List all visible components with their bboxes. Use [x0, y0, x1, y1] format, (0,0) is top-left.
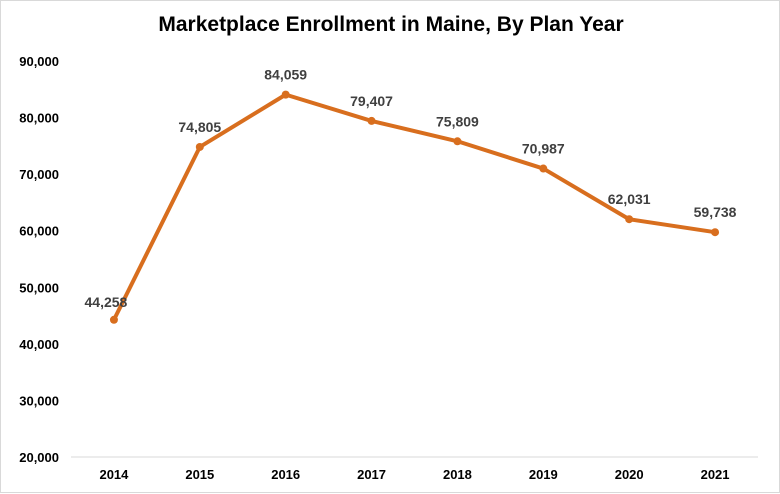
data-label: 44,258 [85, 294, 128, 310]
data-point [195, 142, 204, 151]
data-label: 59,738 [694, 204, 737, 220]
chart-title: Marketplace Enrollment in Maine, By Plan… [158, 13, 624, 36]
x-tick-label: 2018 [443, 467, 472, 482]
y-tick-label: 90,000 [19, 54, 59, 69]
y-axis: 20,000 30,000 40,000 50,000 60,000 70,000 80,0… [19, 54, 59, 465]
data-label: 74,805 [178, 119, 221, 135]
data-label: 70,987 [522, 141, 565, 157]
data-label: 75,809 [436, 113, 479, 129]
data-point [625, 215, 634, 224]
data-point [281, 90, 290, 99]
y-tick-label: 50,000 [19, 280, 59, 295]
data-label: 79,407 [350, 93, 393, 109]
data-points [109, 90, 720, 324]
data-point [711, 228, 720, 237]
y-tick-label: 40,000 [19, 337, 59, 352]
y-tick-label: 30,000 [19, 393, 59, 408]
x-tick-label: 2019 [529, 467, 558, 482]
data-point [109, 315, 118, 324]
data-label: 84,059 [264, 67, 307, 83]
x-tick-label: 2016 [271, 467, 300, 482]
x-tick-label: 2020 [615, 467, 644, 482]
y-tick-label: 80,000 [19, 111, 59, 126]
data-labels: 44,258 74,805 84,059 79,407 75,809 70,987 62,0… [85, 67, 737, 310]
x-axis: 2014 2015 2016 2017 2018 2019 2020 2021 [99, 467, 729, 482]
data-label: 62,031 [608, 191, 651, 207]
x-tick-label: 2015 [185, 467, 214, 482]
series-line [111, 92, 718, 322]
data-point [367, 116, 376, 125]
x-tick-label: 2017 [357, 467, 386, 482]
x-tick-label: 2014 [99, 467, 129, 482]
x-tick-label: 2021 [701, 467, 730, 482]
y-tick-label: 20,000 [19, 450, 59, 465]
y-tick-label: 70,000 [19, 167, 59, 182]
data-point [539, 164, 548, 173]
y-tick-label: 60,000 [19, 224, 59, 239]
data-point [453, 137, 462, 146]
